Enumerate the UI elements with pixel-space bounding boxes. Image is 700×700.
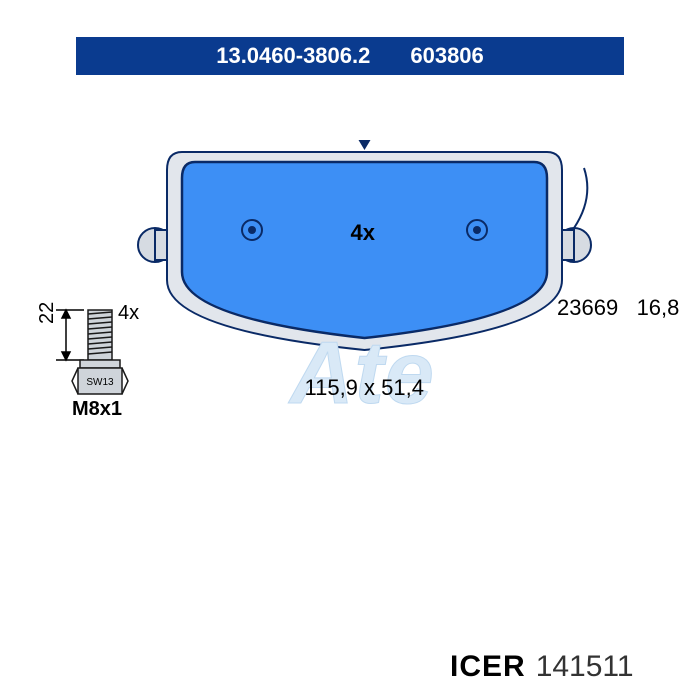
pad-thickness: 16,8 [637,295,680,320]
header-part-2: 603806 [410,43,483,69]
pad-code: 23669 [557,295,618,320]
bolt-socket-label: SW13 [86,377,114,388]
bolt-qty-label: 4x [118,302,139,325]
diagram-stage: 13.0460-3806.2 603806 Ate 4x 23669 16,8 … [0,0,700,700]
pad-code-thickness: 23669 16,8 [557,295,679,321]
bolt-thread-label: M8x1 [72,398,122,421]
bolt-height-label: 22 [36,302,59,324]
header-bar: 13.0460-3806.2 603806 [76,37,624,75]
ate-watermark-logo: Ate [290,322,435,424]
header-part-1: 13.0460-3806.2 [216,43,370,69]
pad-qty-label: 4x [351,220,375,246]
footer-sku: 141511 [536,650,634,684]
pad-dimensions: 115,9 x 51,4 [305,375,424,401]
footer-brand: ICER [450,650,526,684]
bolt-figure: SW13 22 4x M8x1 [48,298,158,438]
footer-brand-sku: ICER 141511 [450,650,634,684]
